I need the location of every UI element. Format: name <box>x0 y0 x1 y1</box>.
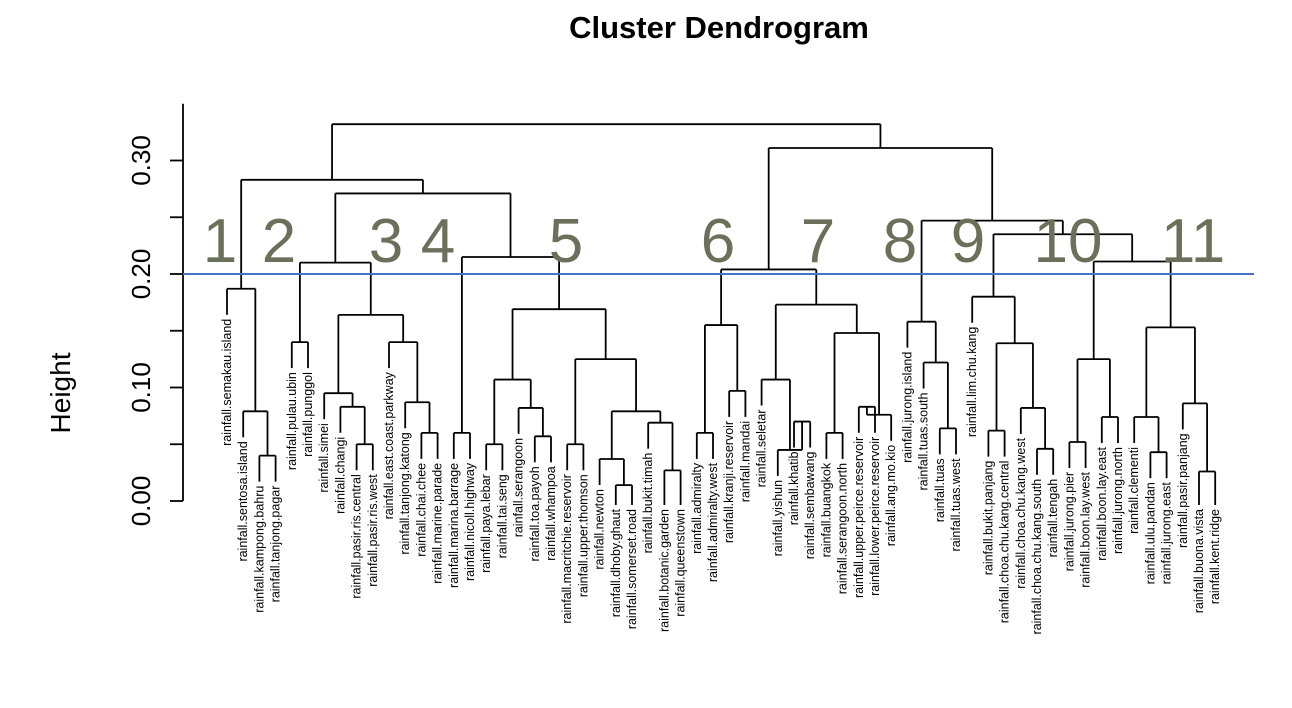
cluster-number-label: 7 <box>801 207 835 276</box>
leaf-label: rainfall.pasir.ris.central <box>350 474 364 598</box>
cluster-number-label: 8 <box>883 207 917 276</box>
y-tick-label: 0.00 <box>126 476 156 527</box>
y-axis: 0.00 0.10 0.20 0.30 <box>126 103 184 527</box>
leaf-label: rainfall.lim.chu.kang <box>965 327 979 438</box>
leaf-label: rainfall.khatib <box>787 452 801 526</box>
leaf-label: rainfall.tanjong.katong <box>398 432 412 554</box>
chart-title: Cluster Dendrogram <box>569 10 869 45</box>
leaf-label: rainfall.newton <box>593 489 607 570</box>
leaf-label: rainfall.queenstown <box>674 509 688 617</box>
leaf-label: rainfall.jurong.pier <box>1062 472 1076 571</box>
leaf-label: rainfall.pasir.panjang <box>1176 433 1190 548</box>
leaf-label: rainfall.choa.chu.kang.central <box>998 461 1012 624</box>
y-tick-label: 0.30 <box>126 135 156 186</box>
leaf-label: rainfall.boon.lay.west <box>1079 471 1093 587</box>
leaf-label: rainfall.kampong.bahru <box>252 486 266 613</box>
cluster-number-label: 10 <box>1034 207 1103 276</box>
leaf-label: rainfall.nicoll.highway <box>463 462 477 581</box>
cluster-labels: 1 2 3 4 5 6 7 8 9 10 11 <box>203 207 1225 276</box>
cluster-number-label: 2 <box>262 207 296 276</box>
cluster-number-label: 9 <box>951 207 985 276</box>
leaf-label: rainfall.changi <box>333 437 347 514</box>
cluster-number-label: 1 <box>203 207 237 276</box>
leaf-label: rainfall.ang.mo.kio <box>884 445 898 546</box>
leaf-label: rainfall.marina.barrage <box>447 463 461 588</box>
leaf-label: rainfall.bukit.timah <box>641 453 655 554</box>
leaf-label: rainfall.mandai <box>738 421 752 502</box>
cluster-number-label: 3 <box>369 207 403 276</box>
leaf-label: rainfall.pulau.ubin <box>285 372 299 470</box>
leaf-label: rainfall.choa.chu.kang.west <box>1014 437 1028 588</box>
leaf-label: rainfall.east.coast.parkway <box>382 371 396 519</box>
leaf-label: rainfall.upper.peirce.reservoir <box>852 437 866 598</box>
dendrogram-tree <box>226 123 1217 505</box>
y-tick-label: 0.10 <box>126 362 156 413</box>
leaf-label: rainfall.simei <box>317 423 331 492</box>
cluster-number-label: 6 <box>701 207 735 276</box>
leaf-label: rainfall.dhoby.ghaut <box>609 508 623 617</box>
leaf-label: rainfall.whampoa <box>544 466 558 561</box>
leaf-label: rainfall.upper.thomson <box>576 474 590 597</box>
y-axis-label: Height <box>45 352 76 433</box>
leaf-label: rainfall.somerset.road <box>625 509 639 629</box>
leaf-label: rainfall.ulu.pandan <box>1143 482 1157 584</box>
leaf-label: rainfall.boon.lay.east <box>1095 446 1109 560</box>
leaf-label: rainfall.tuas.south <box>917 392 931 490</box>
leaf-label: rainfall.botanic.garden <box>657 509 671 632</box>
leaf-label: rainfall.jurong.north <box>1111 447 1125 554</box>
leaf-label: rainfall.punggol <box>301 372 315 457</box>
leaf-label: rainfall.jurong.island <box>900 352 914 463</box>
leaf-label: rainfall.tuas <box>933 458 947 522</box>
leaf-label: rainfall.admiralty <box>690 462 704 554</box>
leaf-label: rainfall.clementi <box>1127 447 1141 534</box>
cluster-number-label: 5 <box>549 207 583 276</box>
leaf-label: rainfall.pasir.ris.west <box>366 474 380 587</box>
leaf-label: rainfall.macritchie.reservoir <box>560 474 574 623</box>
leaf-label: rainfall.yishun <box>771 480 785 556</box>
cluster-number-label: 4 <box>421 207 455 276</box>
leaf-label: rainfall.bukit.panjang <box>981 461 995 576</box>
leaf-label: rainfall.serangoon <box>512 438 526 537</box>
leaf-label: rainfall.tengah <box>1046 479 1060 558</box>
y-tick-label: 0.20 <box>126 249 156 300</box>
leaf-label: rainfall.tai.seng <box>495 474 509 558</box>
leaf-label: rainfall.semakau.island <box>220 319 234 446</box>
leaf-label: rainfall.sembawang <box>803 452 817 560</box>
leaf-label: rainfall.sentosa.island <box>236 441 250 561</box>
leaf-label: rainfall.jurong.east <box>1160 482 1174 585</box>
leaf-label: rainfall.chai.chee <box>414 463 428 557</box>
leaf-label: rainfall.marine.parade <box>431 463 445 584</box>
leaf-label: rainfall.kranji.reservoir <box>722 421 736 543</box>
leaf-label: rainfall.paya.lebar <box>479 474 493 573</box>
leaf-label: rainfall.buangkok <box>819 462 833 557</box>
leaf-label: rainfall.seletar <box>755 410 769 488</box>
leaf-label: rainfall.choa.chu.kang.south <box>1030 479 1044 635</box>
cluster-number-label: 11 <box>1161 207 1225 276</box>
leaf-label: rainfall.buona.vista <box>1192 509 1206 613</box>
leaf-label: rainfall.serangoon.north <box>836 463 850 594</box>
leaf-label: rainfall.lower.peirce.reservoir <box>868 437 882 596</box>
leaf-label: rainfall.toa.payoh <box>528 466 542 561</box>
leaf-label: rainfall.kent.ridge <box>1208 509 1222 604</box>
leaf-label: rainfall.tanjong.pagar <box>269 486 283 603</box>
leaf-label: rainfall.admiralty.west <box>706 462 720 582</box>
leaf-labels: rainfall.semakau.islandrainfall.sentosa.… <box>220 319 1222 635</box>
leaf-label: rainfall.tuas.west <box>949 458 963 552</box>
